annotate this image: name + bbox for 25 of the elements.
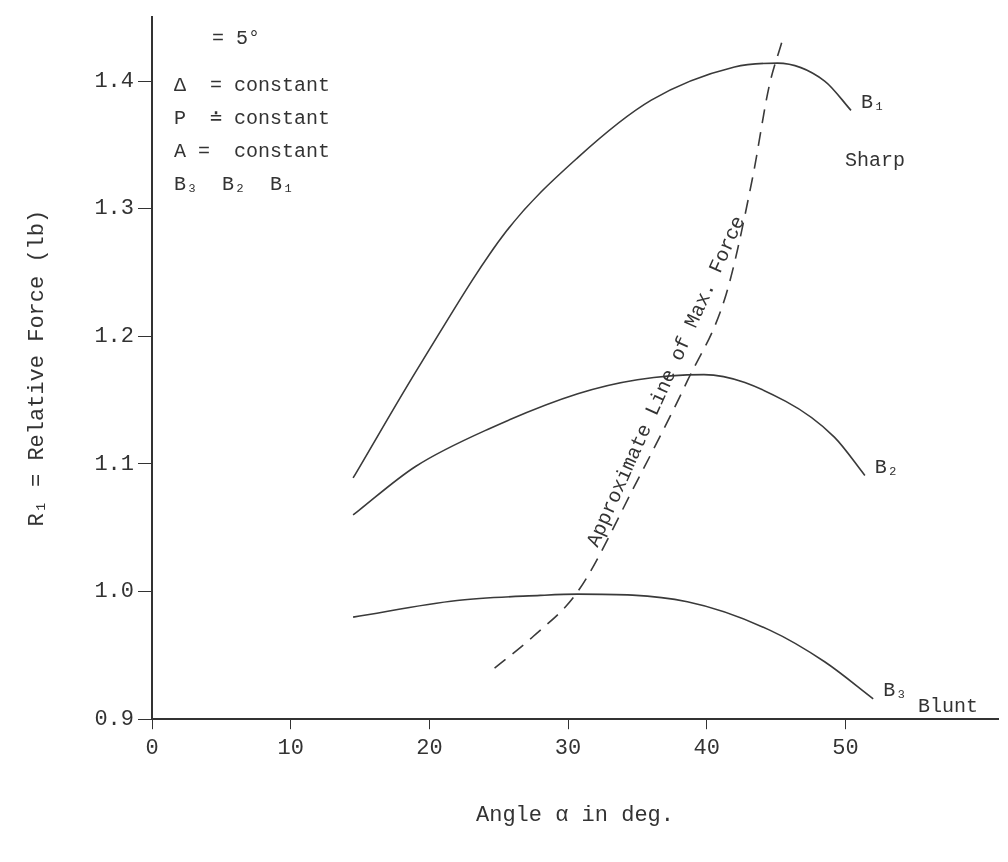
annotation: Sharp <box>844 148 906 172</box>
annotation: Δ = constant <box>174 74 331 98</box>
x-tick-label: 40 <box>693 736 720 762</box>
x-tick-label: 20 <box>416 736 443 762</box>
y-tick-label: 1.4 <box>94 68 135 94</box>
annotation: = 5° <box>212 27 261 51</box>
y-axis-title: R₁ = Relative Force (lb) <box>25 209 51 527</box>
x-tick-label: 10 <box>277 736 304 762</box>
x-tick-label: 0 <box>145 736 159 762</box>
annotation: Blunt <box>918 695 979 719</box>
annotation: B₃ B₂ B₁ <box>174 173 295 197</box>
line-series <box>352 593 874 700</box>
y-tick-label: 1.3 <box>94 196 135 222</box>
y-tick-label: 0.9 <box>94 707 135 733</box>
y-tick-label: 1.0 <box>94 579 135 605</box>
series-label: B₂ <box>874 455 899 479</box>
series-label: B₃ <box>883 679 908 703</box>
annotation: A = constant <box>174 140 331 164</box>
x-axis-title: Angle α in deg. <box>475 802 675 828</box>
annotation: P ≐ constant <box>174 107 331 131</box>
y-tick-label: 1.1 <box>94 451 135 477</box>
x-tick-label: 30 <box>554 736 582 762</box>
x-tick-label: 50 <box>832 736 859 762</box>
y-tick-label: 1.2 <box>94 324 135 350</box>
series-label: B₁ <box>860 90 886 114</box>
